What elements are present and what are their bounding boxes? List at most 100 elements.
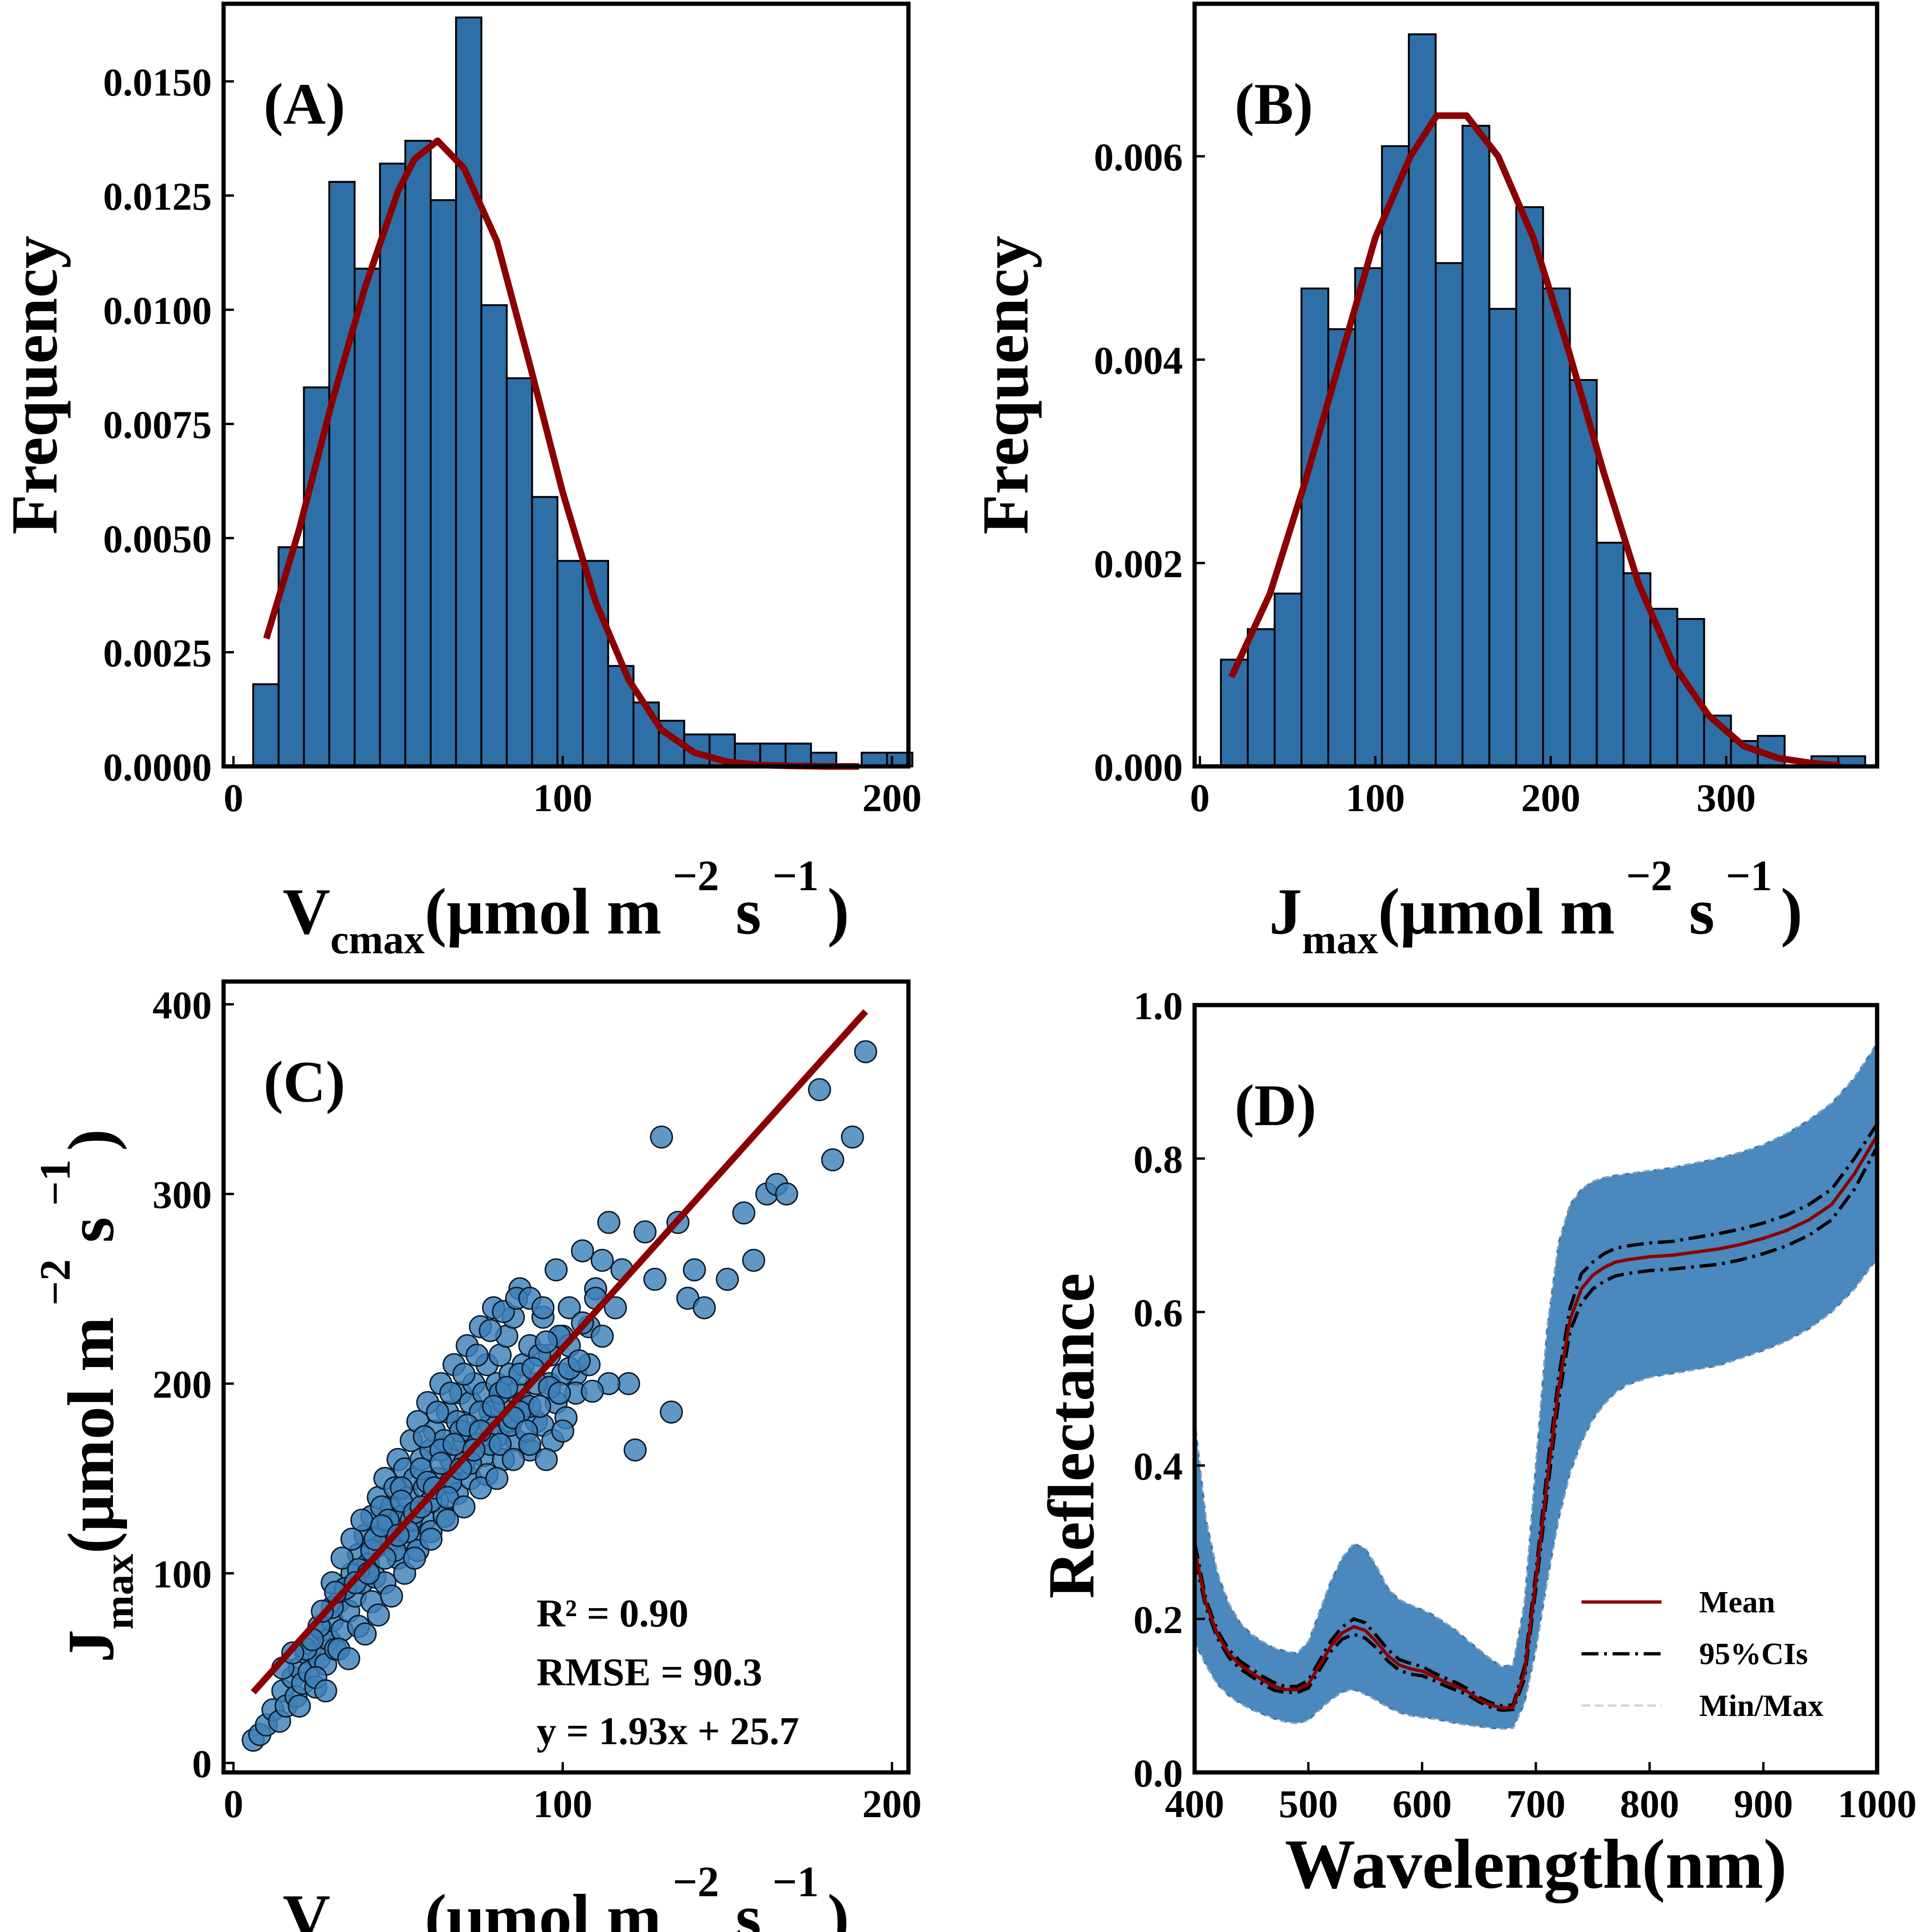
x-tick-label: 100 bbox=[533, 1782, 593, 1826]
x-axis-label-units: (μmol m bbox=[425, 875, 661, 948]
histogram-bar bbox=[1515, 206, 1544, 767]
x-tick-label: 500 bbox=[1279, 1782, 1338, 1826]
scatter-point bbox=[442, 1433, 466, 1456]
y-tick-label: 0.0150 bbox=[103, 61, 212, 105]
y-tick-label: 0.6 bbox=[1133, 1291, 1183, 1335]
histogram-bar bbox=[1301, 287, 1330, 767]
histogram-bar bbox=[556, 560, 584, 767]
y-axis-label: Frequency bbox=[0, 235, 71, 534]
scatter-point bbox=[528, 1394, 552, 1418]
y-axis-label: Jmax(μmol m −2 s −1) bbox=[31, 1129, 142, 1662]
y-axis-label-main: J bbox=[55, 1630, 128, 1663]
scatter-point bbox=[590, 1248, 614, 1272]
legend: Mean 95%CIs Min/Max bbox=[1582, 1585, 1823, 1723]
histogram-bar bbox=[531, 496, 559, 767]
x-axis-label: Vcmax(μmol m−2 s−1) bbox=[283, 1858, 850, 1932]
x-tick-label: 900 bbox=[1734, 1782, 1793, 1826]
y-tick-label: 300 bbox=[153, 1173, 212, 1217]
histogram-bar bbox=[455, 16, 482, 767]
panel-a-histogram-vcmax: 0 100 200 0.0000 0.0025 0.0050 0.0075 0.0100 0.0… bbox=[0, 1, 922, 963]
max-line bbox=[1194, 1043, 1878, 1667]
x-axis-label: Wavelength(nm) bbox=[1285, 1825, 1787, 1903]
x-tick-label: 700 bbox=[1506, 1782, 1566, 1826]
histogram-bar bbox=[1596, 541, 1625, 768]
panel-label: (A) bbox=[264, 72, 345, 137]
panel-label: (D) bbox=[1235, 1073, 1317, 1138]
scatter-point bbox=[495, 1376, 519, 1399]
panel-label: (B) bbox=[1235, 72, 1313, 137]
x-tick-label: 400 bbox=[1165, 1782, 1224, 1826]
histogram-bar bbox=[252, 683, 280, 768]
x-axis-label-seconds: s bbox=[719, 1881, 761, 1932]
panel-c-scatter-jmax-vs-vcmax: 0 100 200 0 100 200 300 400 (C) R² = 0.90 RMSE = 9… bbox=[31, 979, 922, 1932]
y-tick-label: 0.002 bbox=[1094, 542, 1183, 586]
scatter-point bbox=[732, 1201, 755, 1225]
scatter-point bbox=[567, 1349, 591, 1373]
scatter-point bbox=[419, 1527, 443, 1551]
scatter-point bbox=[413, 1425, 436, 1449]
x-axis-label-exponent-1: −2 bbox=[673, 852, 719, 900]
y-tick-label: 0.0 bbox=[1133, 1752, 1183, 1795]
panel-d-reflectance-spectra: 400 500 600 700 800 900 1000 0.0 0.2 0.4 0.6 0.8 1.0… bbox=[1035, 984, 1917, 1903]
x-axis-label-units: (μmol m bbox=[1378, 875, 1615, 948]
histogram-bar bbox=[1488, 308, 1518, 767]
x-axis-label-close: ) bbox=[1781, 875, 1803, 948]
x-tick-label: 100 bbox=[533, 776, 593, 820]
scatter-point bbox=[808, 1078, 831, 1102]
histogram-bar bbox=[1461, 125, 1491, 768]
x-tick-label: 200 bbox=[862, 776, 922, 820]
ci-lower-line bbox=[1193, 1146, 1879, 1712]
x-tick-label: 200 bbox=[862, 1782, 922, 1826]
scatter-point bbox=[314, 1679, 337, 1703]
y-axis-label-subscript: max bbox=[96, 1554, 142, 1629]
scatter-point bbox=[531, 1296, 555, 1320]
y-tick-label: 0.0100 bbox=[103, 289, 212, 333]
x-axis-label-subscript: cmax bbox=[330, 917, 425, 963]
stats-annotation: R² = 0.90 bbox=[537, 1592, 689, 1635]
histogram-bar bbox=[353, 267, 381, 767]
y-axis-label-exponent-1: −2 bbox=[31, 1259, 79, 1305]
scatter-point bbox=[535, 1448, 558, 1471]
scatter-point bbox=[426, 1401, 450, 1424]
scatter-point bbox=[659, 1401, 683, 1424]
x-axis-label-exponent-1: −2 bbox=[1626, 852, 1672, 900]
panel-b-histogram-jmax: 0 100 200 300 0.000 0.002 0.004 0.006 (B) Jmax(μm… bbox=[969, 1, 1879, 963]
scatter-point bbox=[452, 1495, 476, 1519]
scatter-point bbox=[403, 1546, 426, 1570]
scatter-point bbox=[557, 1296, 581, 1320]
histogram-bar bbox=[379, 162, 407, 767]
x-axis-label-close: ) bbox=[827, 1881, 850, 1932]
regression-line bbox=[250, 1009, 868, 1695]
scatter-point bbox=[551, 1419, 575, 1443]
y-tick-label: 0.0025 bbox=[103, 631, 212, 675]
y-tick-label: 0.000 bbox=[1094, 746, 1183, 789]
scatter-point bbox=[548, 1381, 571, 1405]
scatter-point bbox=[436, 1508, 459, 1532]
histogram-bar bbox=[1381, 145, 1410, 767]
scatter-point bbox=[617, 1372, 640, 1395]
histogram-bar bbox=[1354, 267, 1383, 767]
panel-label: (C) bbox=[264, 1050, 345, 1115]
histogram-bar bbox=[1246, 628, 1276, 768]
histogram-bar bbox=[1408, 33, 1437, 767]
histogram-bar bbox=[506, 377, 533, 767]
scatter-point bbox=[597, 1211, 620, 1234]
x-axis-label-subscript: max bbox=[1302, 917, 1378, 963]
x-tick-label: 0 bbox=[224, 1782, 243, 1826]
scatter-point bbox=[590, 1324, 614, 1348]
scatter-point bbox=[821, 1148, 844, 1172]
scatter-point bbox=[570, 1239, 594, 1263]
y-tick-label: 1.0 bbox=[1133, 984, 1183, 1028]
mean-line bbox=[1193, 1135, 1879, 1710]
scatter-point bbox=[854, 1040, 877, 1063]
y-axis-label-close: ) bbox=[55, 1129, 128, 1151]
scatter-point bbox=[643, 1268, 666, 1291]
scatter-point bbox=[482, 1394, 506, 1418]
y-tick-label: 0.0075 bbox=[103, 403, 212, 447]
scatter-point bbox=[485, 1467, 509, 1490]
y-tick-label: 200 bbox=[153, 1363, 212, 1407]
x-axis-label-exponent-2: −1 bbox=[772, 1858, 819, 1906]
y-tick-label: 0.004 bbox=[1094, 339, 1183, 383]
x-tick-label: 1000 bbox=[1838, 1782, 1917, 1826]
scatter-point bbox=[715, 1268, 739, 1291]
